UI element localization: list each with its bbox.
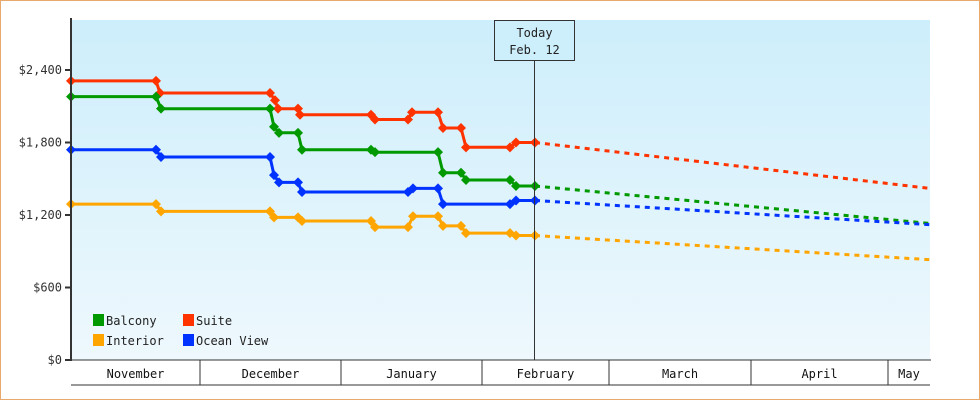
series-ocean-view-marker [511,195,521,206]
series-suite-marker [370,114,380,125]
series-balcony-marker [297,144,307,155]
y-tick-label: $2,400 [19,63,62,77]
series-suite-marker [433,107,443,118]
month-label-november: November [107,367,165,381]
axes-layer: $0 $600 $1,200 $1,800 $2,400 [19,18,931,367]
series-balcony-marker [461,174,471,185]
series-balcony-marker [438,167,448,178]
series-suite-marker [273,103,283,114]
series-balcony-marker [151,91,161,102]
series-suite-marker [461,142,471,153]
series-interior-marker [511,230,521,241]
series-interior-marker [403,222,413,233]
series-suite-marker [505,142,515,153]
legend-swatch-balcony [93,314,104,326]
legend-label-balcony: Balcony [106,314,157,328]
month-label-january: January [386,367,437,381]
series-balcony-marker [511,181,521,191]
today-label: Today [516,26,552,40]
y-tick-label: $0 [48,353,62,367]
series-ocean-view-marker [156,152,166,162]
series-interior-marker [370,222,380,233]
legend-swatch-suite [183,314,194,326]
legend-swatch-interior [93,334,104,346]
series-suite-forecast [534,141,931,190]
series-balcony-forecast [534,184,931,225]
series-balcony-marker [293,127,303,138]
series-interior-marker [297,216,307,227]
series-ocean-view-marker [438,199,448,210]
series-suite-marker [456,123,466,133]
month-label-march: March [662,367,698,381]
series-interior-marker [461,228,471,239]
series-interior-marker [456,220,466,231]
today-marker: Today Feb. 12 [494,20,575,360]
y-tick-label: $600 [33,281,62,295]
series-ocean-view-marker [274,177,284,188]
series-ocean-view-marker [297,187,307,198]
series-ocean-view-marker [408,183,418,194]
legend-label-suite: Suite [196,314,232,328]
month-label-december: December [242,367,300,381]
series-interior-line [71,202,535,237]
legend: Balcony Suite Interior Ocean View [93,314,269,348]
month-label-april: April [801,367,837,381]
series-balcony-marker [265,103,275,114]
month-label-may: May [898,367,920,381]
series-balcony-marker [156,103,166,114]
series-suite-marker [295,109,305,120]
series-interior-marker [366,216,376,227]
series-suite-marker [438,123,448,133]
plot-area [71,20,930,360]
series-ocean-view-marker [433,183,443,194]
series-interior-marker [438,220,448,231]
series-suite-marker [270,95,280,106]
series-ocean-view-marker [269,170,279,181]
series-suite-marker [151,75,161,86]
series-balcony-marker [433,147,443,158]
series-interior-marker [269,212,279,223]
legend-label-interior: Interior [106,334,164,348]
series-balcony-marker [269,121,279,132]
y-tick-label: $1,200 [19,208,62,222]
series-interior-marker [156,206,166,217]
series-balcony-marker [274,127,284,138]
series-interior-marker [408,211,418,222]
series-ocean-view-marker [265,152,275,162]
series-suite-marker [403,114,413,125]
series-ocean-view-marker [293,177,303,188]
series-interior-marker [151,199,161,210]
series-suite-marker [511,137,521,148]
legend-label-ocean-view: Ocean View [196,334,269,348]
series-suite-marker [265,87,275,98]
y-tick-label: $1,800 [19,136,62,150]
series-balcony-marker [370,147,380,158]
series-suite-marker [407,107,417,118]
month-label-february: February [517,367,575,381]
series-balcony-marker [456,167,466,178]
today-box [494,20,575,61]
series-balcony-marker [505,174,515,185]
series-interior-marker [265,206,275,217]
today-date: Feb. 12 [509,43,560,57]
x-axis: November December January February March Apri… [71,360,930,386]
series-layer [66,75,931,262]
series-interior-marker [433,211,443,222]
series-ocean-view-marker [151,144,161,155]
legend-swatch-ocean-view [183,334,194,346]
